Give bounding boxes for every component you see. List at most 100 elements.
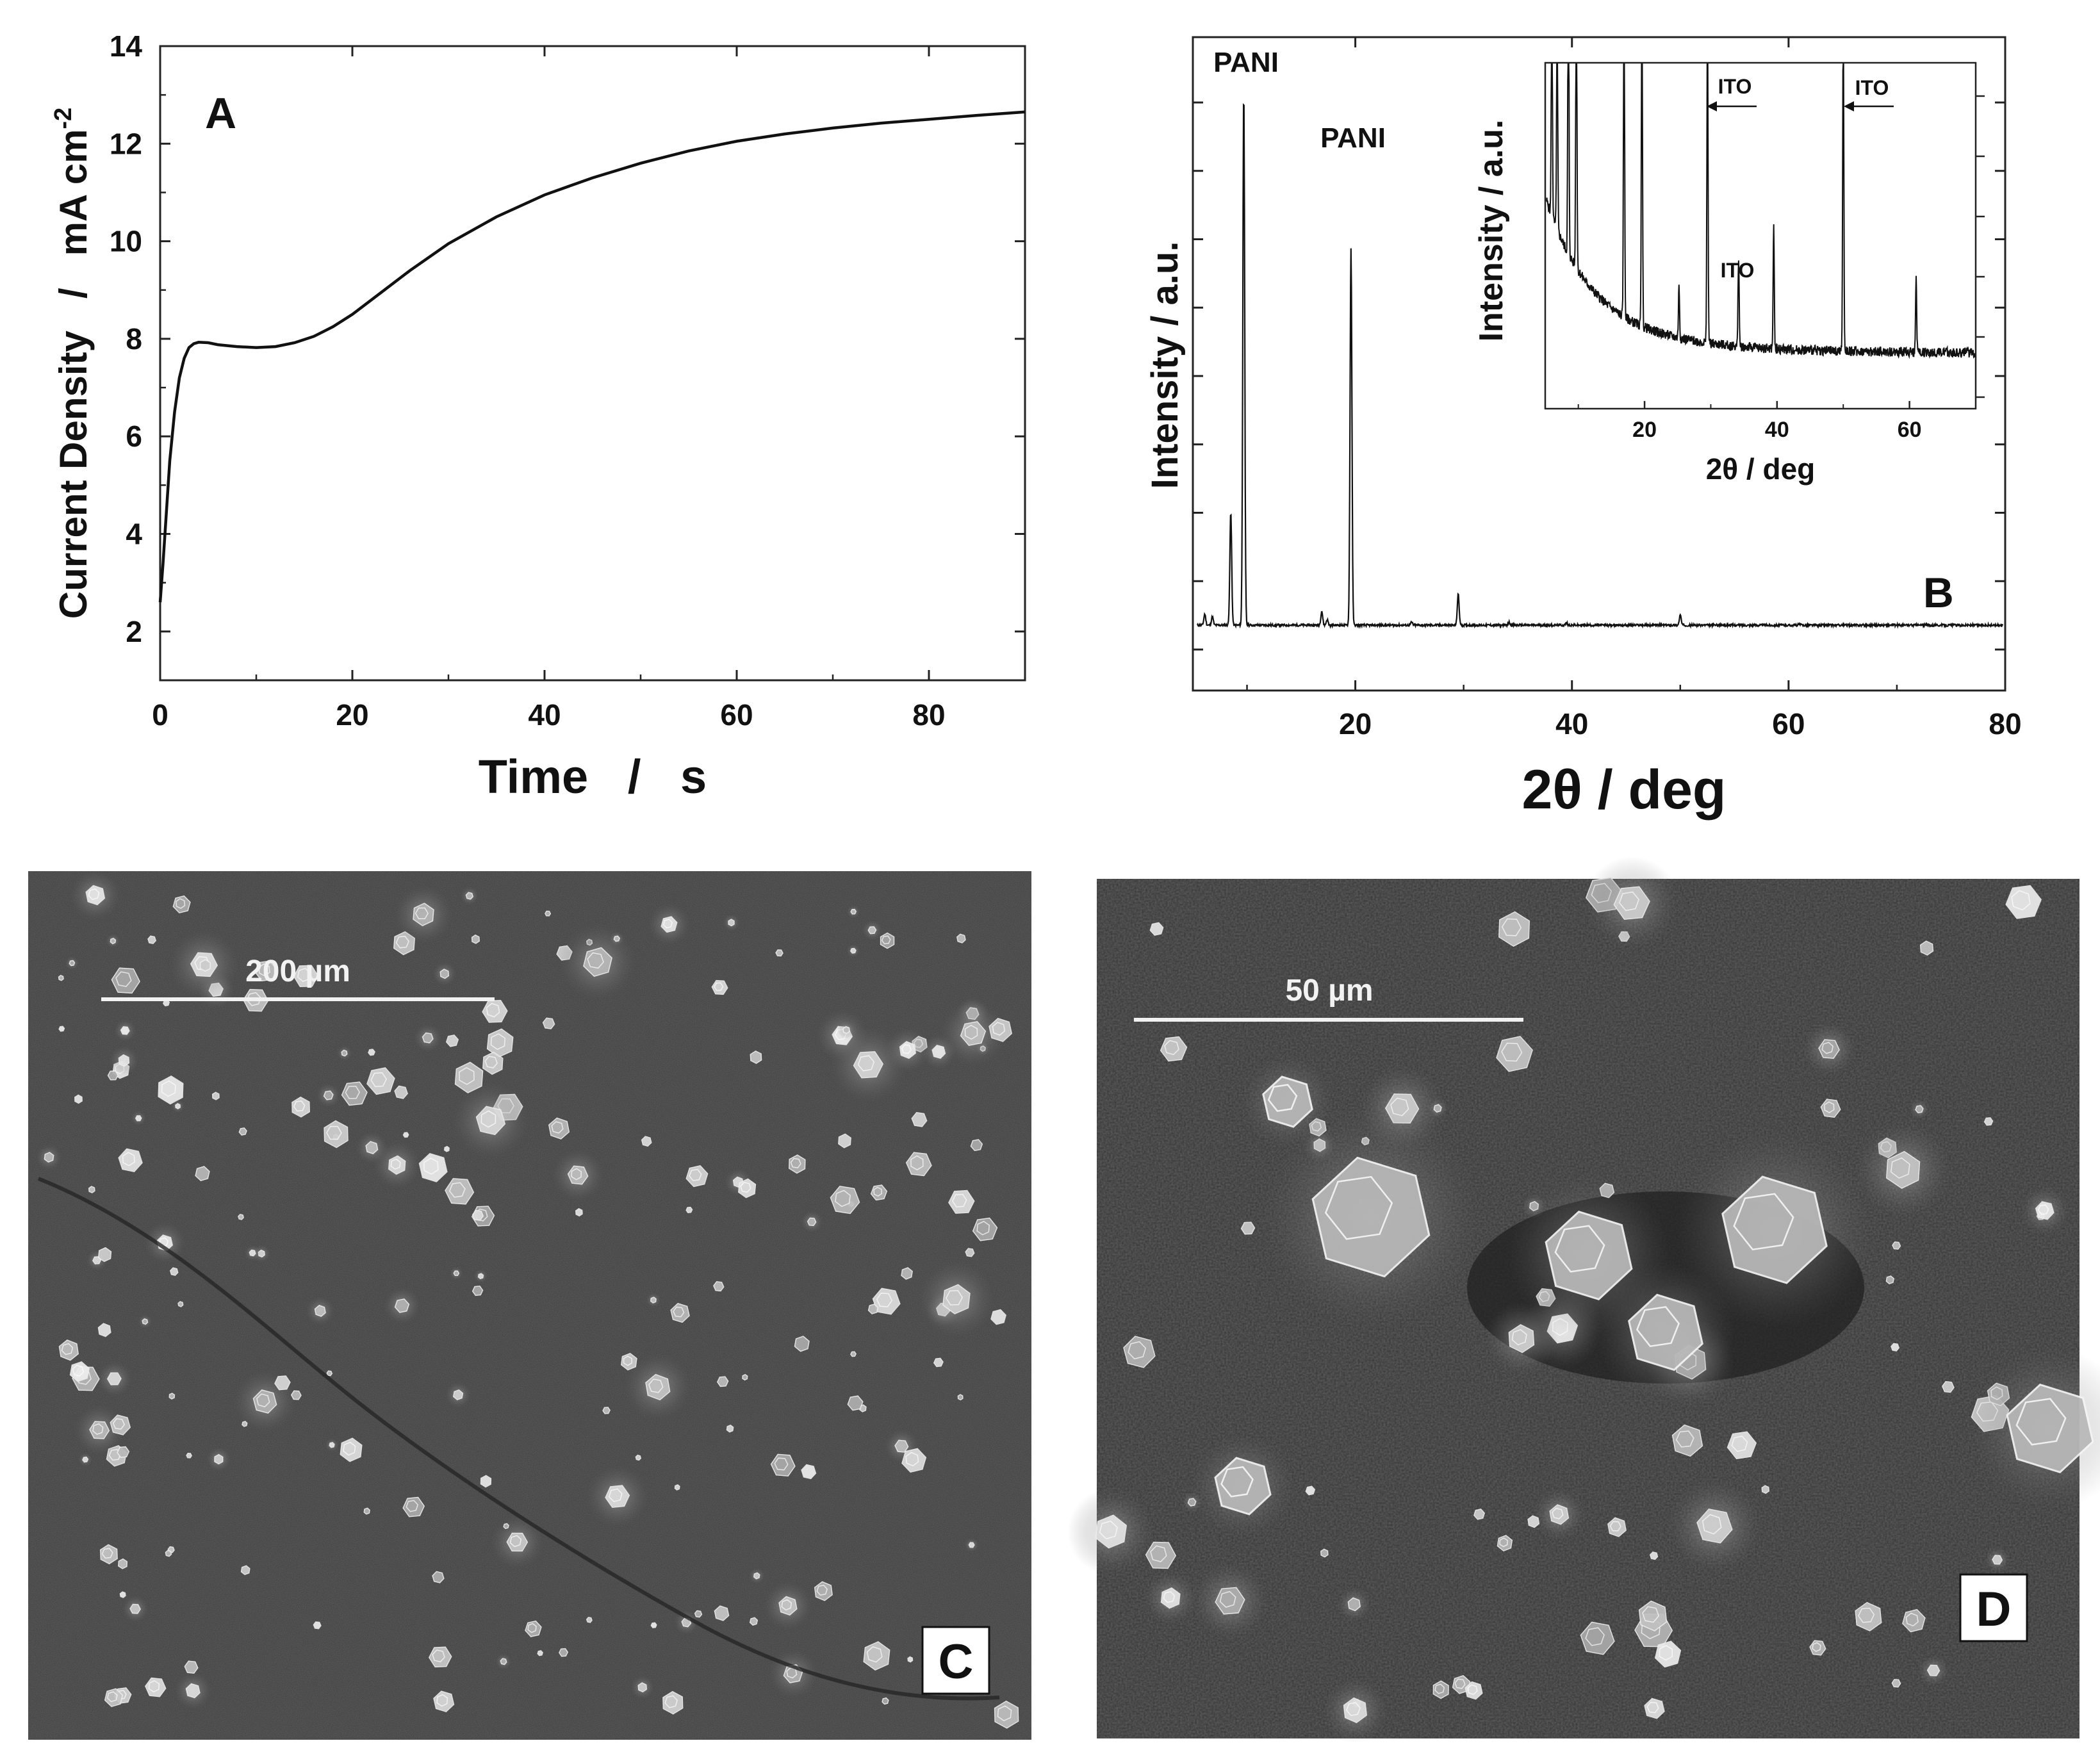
panel-a-y-tick-label: 6 (126, 420, 142, 453)
micrograph-d-crystal-facet (1821, 1042, 1833, 1054)
micrograph-d-crystal-facet (1150, 1545, 1167, 1562)
micrograph-c-crystal (575, 1208, 583, 1217)
inset-x-axis: 20 40 60 (1577, 401, 1922, 442)
micrograph-c-crystal (674, 1484, 680, 1491)
micrograph-c-crystal (274, 1375, 291, 1391)
micrograph-c-crystal-facet (148, 1680, 160, 1693)
micrograph-c-crystal-facet (101, 1548, 113, 1559)
annotation-ito-2: ITO (1855, 76, 1889, 99)
micrograph-d-scale-bar-label: 50 µm (1285, 974, 1373, 1008)
micrograph-c-crystal-facet (664, 1695, 678, 1708)
micrograph-c-crystal (907, 1656, 914, 1663)
micrograph-c-crystal-facet (901, 1044, 912, 1054)
micrograph-d-crystal-facet (1609, 1521, 1621, 1532)
micrograph-c-crystal-facet (527, 1623, 537, 1633)
panel-a-x-axis: 0 20 40 60 80 (152, 46, 946, 732)
micrograph-c-crystal (559, 1648, 569, 1657)
micrograph-d-crystal (1761, 1485, 1769, 1494)
panel-a-y-tick-label: 8 (126, 322, 142, 356)
micrograph-c-crystal-facet (326, 1125, 342, 1140)
micrograph-c-crystal (957, 1394, 964, 1401)
inset-x-tick-label: 20 (1632, 418, 1657, 442)
micrograph-d-label: D (1976, 1582, 2012, 1637)
inset-x-tick-label: 60 (1898, 418, 1922, 442)
micrograph-c-crystal (453, 1270, 460, 1276)
micrograph-d-crystal-facet (1824, 1101, 1835, 1113)
micrograph-c-crystal (750, 1050, 762, 1064)
micrograph-c-crystal (965, 1248, 975, 1257)
panel-a-x-tick-label: 40 (528, 698, 561, 732)
annotation-pani-2: PANI (1320, 122, 1386, 154)
micrograph-d-crystal-facet (1659, 1645, 1673, 1661)
micrograph-c-crystal (313, 1621, 322, 1630)
micrograph-d-crystal-facet (1675, 1430, 1694, 1448)
micrograph-c-crystal (290, 1390, 302, 1400)
svg-text:Current Density / mA cm-2: Current Density / mA cm-2 (50, 108, 95, 619)
micrograph-c-crystal (214, 1453, 224, 1465)
micrograph-c-crystal (641, 1136, 652, 1147)
micrograph-c-crack (37, 1177, 1000, 1701)
micrograph-d-crystal (1649, 1551, 1659, 1560)
micrograph-d-crystal-facet (2015, 1398, 2067, 1446)
panel-b-inset: 20 40 60 2θ / deg Intensity / a.u. ITO ITO… (1473, 61, 1985, 486)
micrograph-c-crystal (753, 1572, 760, 1580)
panel-b-x-label: 2θ / deg (1522, 759, 1727, 821)
micrograph-d-crystal (1919, 940, 1934, 956)
micrograph-d-large-crystal (1311, 1156, 1431, 1278)
micrograph-c-crystal-facet (293, 1100, 306, 1112)
micrograph-d-large-crystal (2006, 1384, 2094, 1473)
micrograph-d-crystal-facet (1890, 1157, 1910, 1179)
micrograph-c-crystal (807, 1217, 817, 1226)
micrograph-c-label-box (921, 1626, 990, 1695)
micrograph-c-crystal (432, 1571, 445, 1583)
micrograph-c-crystal (503, 1523, 509, 1530)
micrograph-c-crystal (472, 1209, 484, 1221)
micrograph-c-crystal-facet (835, 1190, 851, 1207)
panel-a-x-tick-label: 80 (912, 698, 945, 732)
micrograph-c-texture (28, 871, 1031, 1740)
micrograph-c-crystal (716, 1376, 729, 1387)
annotation-pani-1: PANI (1213, 47, 1279, 78)
micrograph-c-crystal (394, 1085, 408, 1099)
panel-b-x-tick-label: 80 (1989, 707, 2021, 740)
micrograph-c-crystal (794, 1336, 810, 1352)
micrograph-d-crystal-facet (1636, 1305, 1680, 1348)
micrograph-c-crystal (842, 1026, 850, 1034)
micrograph-c-crystal (970, 1139, 983, 1152)
micrograph-d-label-box (1959, 1573, 2028, 1642)
panel-a-y-tick-label: 4 (126, 518, 142, 551)
micrograph-c-crystal (195, 1166, 210, 1182)
micrograph-c-crystal (242, 1421, 248, 1427)
micrograph-c-crystal-facet (486, 1002, 500, 1018)
micrograph-c-crystal-facet (866, 1646, 883, 1663)
micrograph-c-crystal (107, 1070, 119, 1081)
micrograph-c-crystal (911, 1111, 928, 1127)
micrograph-c-crystal (240, 1565, 250, 1576)
micrograph-d-crystal-facet (1219, 1591, 1236, 1608)
inset-y-axis (1976, 95, 1985, 398)
micrograph-c-crystal-facet (663, 919, 673, 929)
micrograph-c-crystal-facet (370, 1072, 388, 1088)
micrograph-c-crystal-facet (176, 898, 186, 909)
micrograph-d-crystal-facet (1702, 1514, 1722, 1535)
micrograph-c-crystal-facet (551, 1121, 564, 1134)
micrograph-d-crystal-facet (1164, 1040, 1179, 1056)
panel-a-x-tick-label: 60 (720, 698, 753, 732)
micrograph-c-crystal (165, 1550, 172, 1557)
micrograph-d-crystal (1891, 1679, 1901, 1688)
panel-b-plot-frame (1192, 36, 2006, 692)
panel-a-y-label-main: Current Density / mA cm (52, 129, 95, 619)
micrograph-d-crystal (1696, 1509, 1733, 1544)
micrograph-c-crystal (129, 1603, 141, 1614)
micrograph-c-crystal (422, 1032, 434, 1043)
micrograph-c-crystal-facet (480, 1110, 496, 1128)
micrograph-d-crystal-facet (1585, 1627, 1605, 1646)
micrograph-c-crystal (249, 1249, 256, 1257)
micrograph-c-crystal-facet (72, 1364, 85, 1377)
micrograph-d-crystal (1926, 1664, 1940, 1676)
micrograph-c-crystal (847, 1395, 864, 1411)
micrograph-c-crystal (74, 1094, 83, 1104)
micrograph-d-crystal-facet (1642, 1606, 1660, 1623)
micrograph-d-crystal (1613, 886, 1650, 920)
micrograph-c-crystal (365, 1141, 379, 1154)
